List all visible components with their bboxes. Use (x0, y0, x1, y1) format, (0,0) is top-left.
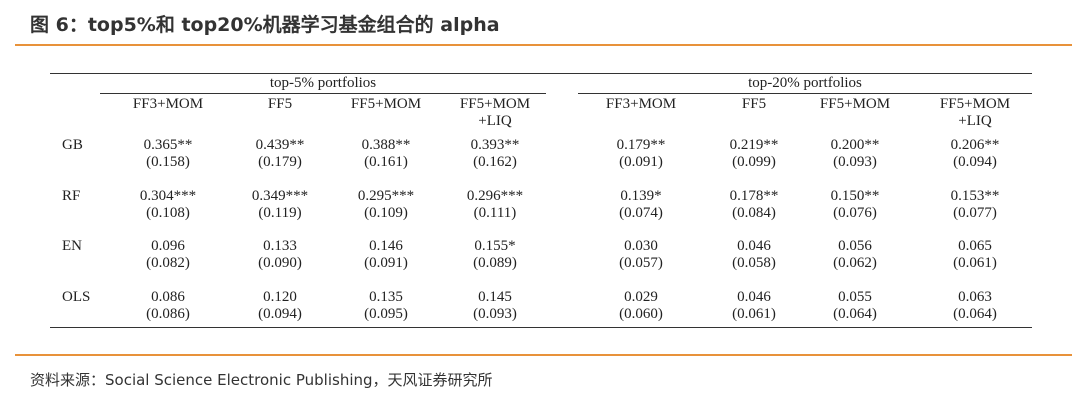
estimate: 0.046 (737, 289, 771, 305)
std-error: (0.074) (619, 205, 663, 221)
std-error: (0.091) (619, 154, 663, 170)
top-rule (50, 73, 1032, 74)
std-error: (0.093) (473, 306, 517, 322)
group-rule (100, 93, 546, 94)
footer-rule (15, 354, 1072, 356)
std-error: (0.084) (732, 205, 776, 221)
estimate: 0.439** (255, 137, 305, 153)
estimate: 0.046 (737, 238, 771, 254)
std-error: (0.086) (146, 306, 190, 322)
std-error: (0.094) (258, 306, 302, 322)
std-error: (0.064) (953, 306, 997, 322)
estimate: 0.145 (478, 289, 512, 305)
std-error: (0.095) (364, 306, 408, 322)
estimate: 0.139* (620, 188, 662, 204)
estimate: 0.029 (624, 289, 658, 305)
column-header: +LIQ (958, 113, 992, 129)
std-error: (0.161) (364, 154, 408, 170)
std-error: (0.158) (146, 154, 190, 170)
title-rule (15, 44, 1072, 46)
std-error: (0.060) (619, 306, 663, 322)
std-error: (0.058) (732, 255, 776, 271)
figure-title: 图 6：top5%和 top20%机器学习基金组合的 alpha (30, 14, 500, 36)
estimate: 0.388** (361, 137, 411, 153)
estimate: 0.304*** (139, 188, 197, 204)
row-label: OLS (62, 289, 91, 305)
column-header: FF5 (741, 96, 767, 112)
estimate: 0.086 (151, 289, 185, 305)
std-error: (0.099) (732, 154, 776, 170)
row-label: RF (62, 188, 81, 204)
estimate: 0.178** (729, 188, 779, 204)
std-error: (0.109) (364, 205, 408, 221)
estimate: 0.206** (950, 137, 1000, 153)
estimate: 0.065 (958, 238, 992, 254)
bottom-rule (50, 327, 1032, 328)
column-header: FF5 (267, 96, 293, 112)
estimate: 0.153** (950, 188, 1000, 204)
std-error: (0.094) (953, 154, 997, 170)
estimate: 0.055 (838, 289, 872, 305)
std-error: (0.077) (953, 205, 997, 221)
std-error: (0.091) (364, 255, 408, 271)
group-header: top-5% portfolios (269, 75, 377, 91)
std-error: (0.082) (146, 255, 190, 271)
std-error: (0.090) (258, 255, 302, 271)
column-header: FF5+MOM (459, 96, 531, 112)
estimate: 0.096 (151, 238, 185, 254)
estimate: 0.179** (616, 137, 666, 153)
std-error: (0.119) (258, 205, 302, 221)
estimate: 0.150** (830, 188, 880, 204)
std-error: (0.064) (833, 306, 877, 322)
std-error: (0.057) (619, 255, 663, 271)
estimate: 0.056 (838, 238, 872, 254)
column-header: FF5+MOM (939, 96, 1011, 112)
estimate: 0.146 (369, 238, 403, 254)
estimate: 0.219** (729, 137, 779, 153)
estimate: 0.135 (369, 289, 403, 305)
estimate: 0.133 (263, 238, 297, 254)
estimate: 0.030 (624, 238, 658, 254)
std-error: (0.089) (473, 255, 517, 271)
source-note: 资料来源：Social Science Electronic Publishin… (30, 371, 493, 389)
std-error: (0.108) (146, 205, 190, 221)
group-rule (578, 93, 1032, 94)
std-error: (0.162) (473, 154, 517, 170)
std-error: (0.111) (473, 205, 517, 221)
column-header: FF3+MOM (605, 96, 677, 112)
column-header: FF5+MOM (819, 96, 891, 112)
std-error: (0.093) (833, 154, 877, 170)
std-error: (0.062) (833, 255, 877, 271)
estimate: 0.393** (470, 137, 520, 153)
group-header: top-20% portfolios (748, 75, 862, 91)
std-error: (0.061) (953, 255, 997, 271)
estimate: 0.296*** (466, 188, 524, 204)
row-label: EN (62, 238, 82, 254)
estimate: 0.295*** (357, 188, 415, 204)
estimate: 0.155* (474, 238, 516, 254)
row-label: GB (62, 137, 83, 153)
std-error: (0.061) (732, 306, 776, 322)
estimate: 0.365** (143, 137, 193, 153)
estimate: 0.349*** (251, 188, 309, 204)
estimate: 0.200** (830, 137, 880, 153)
estimate: 0.120 (263, 289, 297, 305)
std-error: (0.179) (258, 154, 302, 170)
estimate: 0.063 (958, 289, 992, 305)
std-error: (0.076) (833, 205, 877, 221)
column-header: +LIQ (478, 113, 512, 129)
column-header: FF5+MOM (350, 96, 422, 112)
column-header: FF3+MOM (132, 96, 204, 112)
